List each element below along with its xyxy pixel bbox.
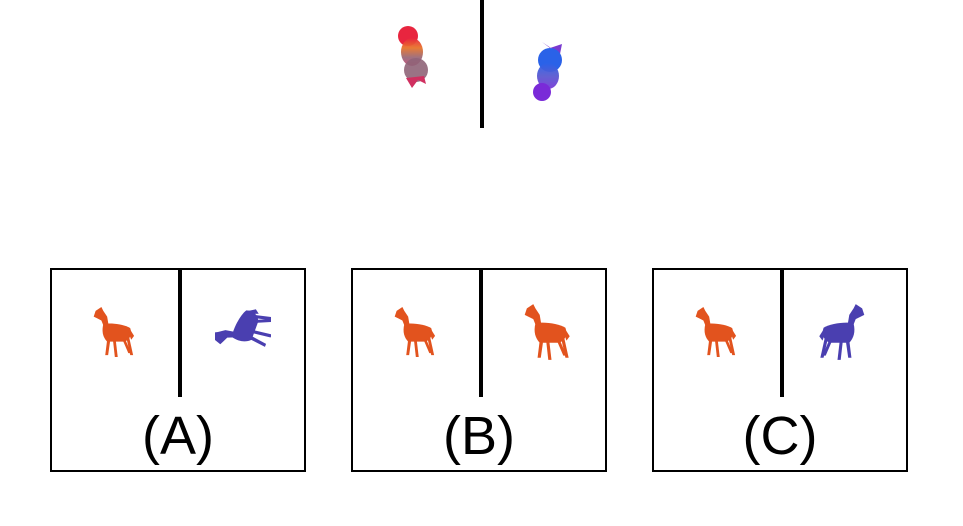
option-a-label: (A): [142, 406, 214, 466]
option-b-divider: [479, 270, 483, 397]
top-divider-line: [480, 0, 484, 128]
top-left-blurred-figure-icon: [398, 26, 428, 88]
option-a-panel[interactable]: (A): [50, 268, 306, 472]
option-c-label: (C): [742, 406, 818, 466]
option-b-panel[interactable]: (B): [351, 268, 607, 472]
top-right-blurred-figure-icon: [533, 42, 562, 101]
option-c-divider: [780, 270, 784, 397]
option-a-divider: [178, 270, 182, 397]
orange-horse-icon: [524, 304, 570, 360]
option-b-label: (B): [443, 406, 515, 466]
orange-horse-icon: [695, 307, 737, 357]
option-c-panel[interactable]: (C): [652, 268, 908, 472]
orange-horse-icon: [93, 307, 135, 357]
orange-horse-icon: [394, 307, 436, 357]
blue-horse-tumbling-icon: [215, 302, 271, 360]
blue-horse-icon: [819, 304, 865, 360]
